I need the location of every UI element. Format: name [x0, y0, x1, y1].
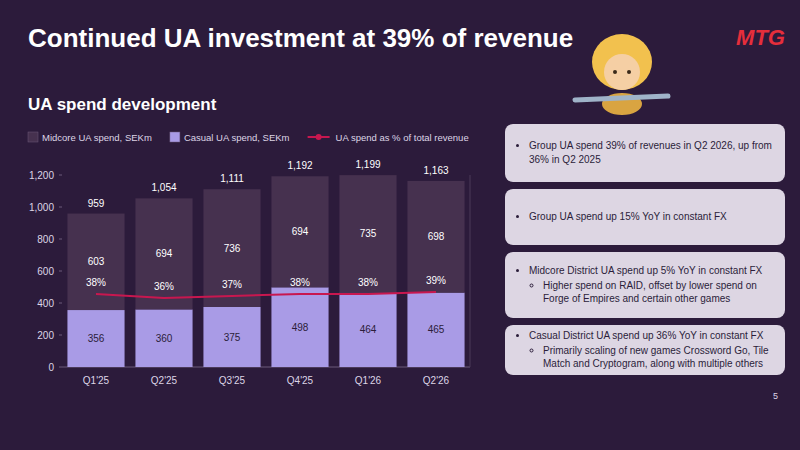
- data-labels: 356 360 375 498 464 465 603 694 736 694 735 698 959 1…: [86, 159, 449, 344]
- note-list: Casual District UA spend up 36% YoY in c…: [515, 329, 773, 371]
- note-box: Group UA spend up 15% YoY in constant FX: [505, 189, 785, 245]
- bar-segment: [135, 198, 192, 309]
- total-label: 1,111: [220, 173, 244, 184]
- mascot-sword: [575, 96, 668, 100]
- total-label: 1,054: [151, 182, 176, 193]
- line-value-label: 39%: [426, 275, 446, 286]
- bar-value-label: 698: [428, 231, 445, 242]
- y-tick: [59, 207, 62, 208]
- note-list: Group UA spend up 15% YoY in constant FX: [515, 210, 727, 224]
- total-label: 959: [88, 198, 105, 209]
- legend-label: Midcore UA spend, SEKm: [42, 132, 152, 143]
- plot-marks: [67, 175, 464, 367]
- y-tick-label: 800: [37, 234, 54, 245]
- legend-swatch: [170, 132, 180, 142]
- logo: MTG: [736, 25, 785, 50]
- bar-value-label: 735: [360, 228, 377, 239]
- x-tick-label: Q2'26: [423, 375, 450, 386]
- legend-label: UA spend as % of total revenue: [336, 132, 469, 143]
- y-tick: [59, 271, 62, 272]
- bar-value-label: 375: [224, 332, 241, 343]
- bar-segment: [135, 309, 192, 367]
- y-tick: [59, 303, 62, 304]
- mascot-hair: [592, 34, 652, 90]
- title: Continued UA investment at 39% of revenu…: [28, 23, 573, 53]
- note-list: Group UA spend 39% of revenues in Q2 202…: [515, 139, 773, 167]
- y2-axis-line: [470, 175, 471, 367]
- legend-label: Casual UA spend, SEKm: [184, 132, 290, 143]
- total-label: 1,163: [423, 165, 448, 176]
- line-value-label: 36%: [154, 281, 174, 292]
- note-box: Casual District UA spend up 36% YoY in c…: [505, 325, 785, 375]
- x-tick-label: Q1'25: [83, 375, 110, 386]
- note-item: Midcore District UA spend up 5% YoY in c…: [529, 264, 773, 306]
- x-tick-label: Q3'25: [219, 375, 246, 386]
- total-label: 1,192: [287, 160, 312, 171]
- x-tick-label: Q1'26: [355, 375, 382, 386]
- mascot-eye: [613, 70, 617, 74]
- x-tick-label: Q4'25: [287, 375, 314, 386]
- bar-value-label: 603: [88, 256, 105, 267]
- y-tick-label: 0: [48, 362, 54, 373]
- note-subitem: Primarily scaling of new games Crossword…: [543, 344, 773, 372]
- line-value-label: 38%: [358, 277, 378, 288]
- line-value-label: 38%: [86, 277, 106, 288]
- bar-value-label: 360: [156, 333, 173, 344]
- note-item: Group UA spend 39% of revenues in Q2 202…: [529, 139, 773, 167]
- bar-segment: [407, 181, 464, 293]
- note-subitem: Higher spend on RAID, offset by lower sp…: [543, 279, 773, 307]
- y-tick: [59, 175, 62, 176]
- bar-value-label: 694: [292, 226, 309, 237]
- page-number: 5: [773, 391, 778, 401]
- note-text: Group UA spend up 15% YoY in constant FX: [529, 211, 727, 222]
- y-tick-label: 1,000: [29, 202, 54, 213]
- mascot: [575, 34, 668, 115]
- bar-segment: [67, 310, 124, 367]
- y-tick: [59, 367, 62, 368]
- mascot-eye: [627, 70, 631, 74]
- note-text: Casual District UA spend up 36% YoY in c…: [529, 330, 763, 341]
- y-tick-label: 1,200: [29, 170, 54, 181]
- y-tick: [59, 335, 62, 336]
- note-text: Midcore District UA spend up 5% YoY in c…: [529, 265, 762, 276]
- bar-value-label: 498: [292, 322, 309, 333]
- bar-value-label: 694: [156, 248, 173, 259]
- y-tick-label: 400: [37, 298, 54, 309]
- note-item: Casual District UA spend up 36% YoY in c…: [529, 329, 773, 371]
- y-tick-label: 600: [37, 266, 54, 277]
- note-sublist: Higher spend on RAID, offset by lower sp…: [529, 279, 773, 307]
- bar-value-label: 356: [88, 333, 105, 344]
- y-tick: [59, 239, 62, 240]
- line-series: [96, 292, 436, 298]
- axes: 0 200 400 600 800 1,000 1,200 Q1'25 Q2'25 Q3'25 Q4…: [29, 170, 470, 387]
- note-list: Midcore District UA spend up 5% YoY in c…: [515, 264, 773, 306]
- line-value-label: 38%: [290, 277, 310, 288]
- y-tick-label: 200: [37, 330, 54, 341]
- note-box: Group UA spend 39% of revenues in Q2 202…: [505, 124, 785, 182]
- bar-segment: [339, 175, 396, 293]
- legend-swatch: [28, 132, 38, 142]
- note-item: Group UA spend up 15% YoY in constant FX: [529, 210, 727, 224]
- bar-value-label: 465: [428, 324, 445, 335]
- mascot-face: [604, 54, 640, 90]
- bar-value-label: 736: [224, 243, 241, 254]
- bar-segment: [407, 293, 464, 367]
- legend-swatch: [316, 134, 322, 140]
- bar-segment: [339, 293, 396, 367]
- total-label: 1,199: [355, 159, 380, 170]
- chart-title: UA spend development: [28, 95, 217, 114]
- note-text: Group UA spend 39% of revenues in Q2 202…: [529, 140, 772, 165]
- legend: Midcore UA spend, SEKm Casual UA spend, S…: [28, 132, 469, 143]
- note-box: Midcore District UA spend up 5% YoY in c…: [505, 252, 785, 318]
- bar-value-label: 464: [360, 324, 377, 335]
- bar-segment: [271, 176, 328, 287]
- bar-segment: [203, 307, 260, 367]
- note-sublist: Primarily scaling of new games Crossword…: [529, 344, 773, 372]
- bar-segment: [203, 189, 260, 307]
- bar-segment: [271, 287, 328, 367]
- line-value-label: 37%: [222, 279, 242, 290]
- notes: Group UA spend 39% of revenues in Q2 202…: [505, 124, 785, 375]
- x-tick-label: Q2'25: [151, 375, 178, 386]
